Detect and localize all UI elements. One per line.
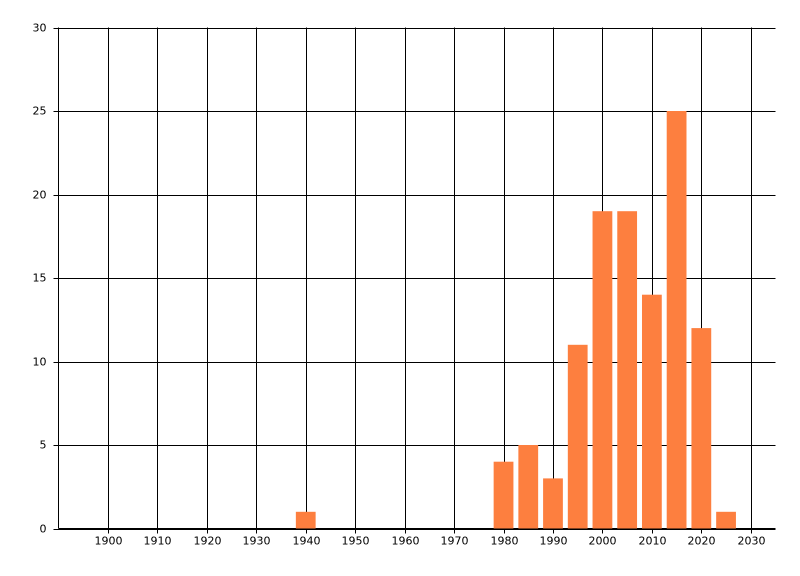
y-tick-label: 15 xyxy=(33,272,47,285)
x-tick-label: 1900 xyxy=(95,535,123,548)
x-tick-label: 1990 xyxy=(540,535,568,548)
bar xyxy=(543,478,563,529)
x-tick-label: 2000 xyxy=(589,535,617,548)
bar xyxy=(567,344,588,529)
bar xyxy=(493,461,514,529)
y-tick-label: 25 xyxy=(33,105,47,118)
x-tick-label: 1930 xyxy=(243,535,271,548)
x-tick-label: 2020 xyxy=(688,535,716,548)
bar xyxy=(691,328,712,529)
y-tick-label: 30 xyxy=(33,22,47,35)
y-tick-label: 10 xyxy=(33,356,47,369)
x-tick-label: 2030 xyxy=(738,535,766,548)
bar xyxy=(716,511,736,529)
x-tick-label: 1920 xyxy=(194,535,222,548)
x-tick-label: 1910 xyxy=(144,535,172,548)
bar xyxy=(295,511,316,529)
bar xyxy=(518,445,539,529)
x-tick-label: 1950 xyxy=(342,535,370,548)
bar xyxy=(666,111,687,529)
x-tick-label: 2010 xyxy=(639,535,667,548)
y-tick-label: 20 xyxy=(33,189,47,202)
x-tick-label: 1940 xyxy=(293,535,321,548)
y-tick-label: 5 xyxy=(40,439,47,452)
x-tick-label: 1970 xyxy=(441,535,469,548)
bar xyxy=(617,211,638,529)
bar xyxy=(592,211,613,529)
x-tick-label: 1980 xyxy=(491,535,519,548)
y-tick-label: 0 xyxy=(40,523,47,536)
x-tick-label: 1960 xyxy=(392,535,420,548)
bar xyxy=(641,294,662,529)
